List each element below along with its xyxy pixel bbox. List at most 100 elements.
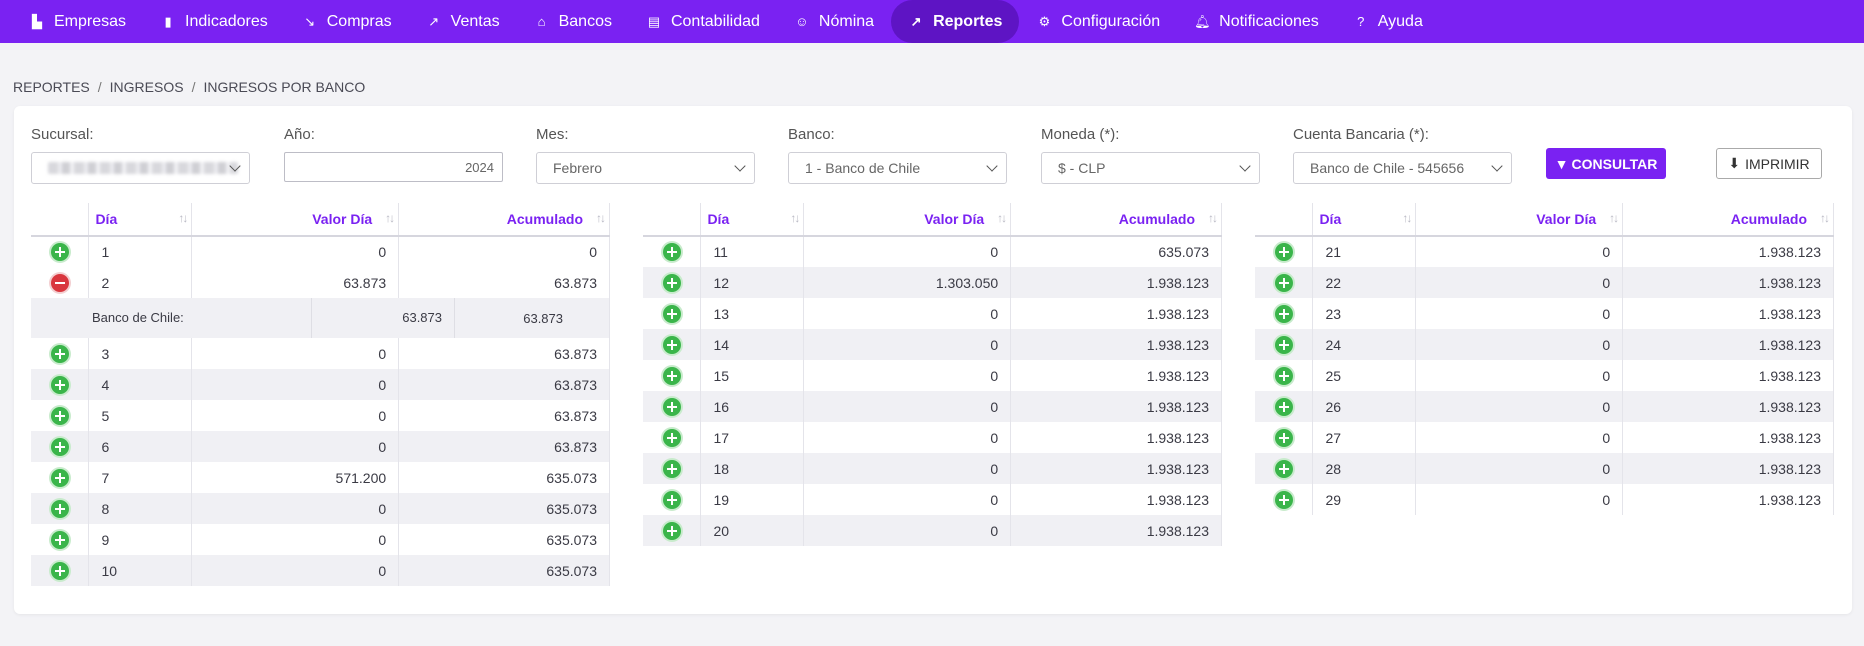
- dia-cell: 16: [700, 391, 805, 422]
- expand-plus-icon[interactable]: [50, 499, 69, 518]
- table-row: 9 0 635.073: [31, 524, 610, 555]
- acumulado-column-header[interactable]: Acumulado ↑↓: [1010, 203, 1222, 237]
- consultar-button[interactable]: ▼ CONSULTAR: [1546, 148, 1666, 179]
- nav-ventas[interactable]: ↗ Ventas: [409, 0, 517, 43]
- acum-cell: 1.938.123: [1010, 298, 1222, 329]
- sort-icon: ↑↓: [1402, 211, 1412, 225]
- collapse-minus-icon[interactable]: [50, 273, 69, 292]
- nav-label: Nómina: [818, 12, 875, 30]
- moneda-value: $ - CLP: [1058, 160, 1106, 176]
- expand-plus-icon[interactable]: [662, 335, 681, 354]
- expand-plus-icon[interactable]: [1274, 335, 1293, 354]
- dia-cell: 17: [700, 422, 805, 453]
- acum-cell: 1.938.123: [1010, 360, 1222, 391]
- dia-cell: 9: [88, 524, 193, 555]
- expand-plus-icon[interactable]: [50, 437, 69, 456]
- nav-compras[interactable]: ↘ Compras: [285, 0, 409, 43]
- expand-plus-icon[interactable]: [662, 273, 681, 292]
- nav-nomina[interactable]: ☺ Nómina: [777, 0, 891, 43]
- dia-cell: 24: [1312, 329, 1417, 360]
- valor-cell: 0: [191, 555, 400, 586]
- cuenta-select[interactable]: Banco de Chile - 545656: [1293, 152, 1512, 184]
- nav-label: Compras: [326, 12, 392, 30]
- anio-input[interactable]: [284, 152, 503, 182]
- expand-plus-icon[interactable]: [1274, 304, 1293, 323]
- acum-cell: 1.938.123: [1622, 298, 1834, 329]
- banco-value: 1 - Banco de Chile: [805, 160, 921, 176]
- nav-indicadores[interactable]: ▮ Indicadores: [143, 0, 285, 43]
- cuenta-value: Banco de Chile - 545656: [1310, 160, 1465, 176]
- valor-column-header[interactable]: Valor Día ↑↓: [1415, 203, 1624, 237]
- dia-cell: 3: [88, 338, 193, 369]
- valor-column-header[interactable]: Valor Día ↑↓: [191, 203, 400, 237]
- nav-label: Ayuda: [1377, 12, 1423, 30]
- acumulado-column-header[interactable]: Acumulado ↑↓: [1622, 203, 1834, 237]
- table-row: 19 0 1.938.123: [643, 484, 1222, 515]
- dia-column-header[interactable]: Día ↑↓: [1312, 203, 1417, 237]
- nav-reportes[interactable]: ↗ Reportes: [891, 0, 1020, 43]
- valor-cell: 0: [191, 493, 400, 524]
- mes-select[interactable]: Febrero: [536, 152, 755, 184]
- expand-plus-icon[interactable]: [1274, 459, 1293, 478]
- expand-plus-icon[interactable]: [50, 530, 69, 549]
- table-row: 10 0 635.073: [31, 555, 610, 586]
- valor-cell: 0: [1415, 236, 1624, 267]
- expand-plus-icon[interactable]: [662, 243, 681, 262]
- dia-column-header[interactable]: Día ↑↓: [700, 203, 805, 237]
- valor-cell: 0: [191, 338, 400, 369]
- expand-plus-icon[interactable]: [662, 459, 681, 478]
- expand-plus-icon[interactable]: [50, 243, 69, 262]
- banco-select[interactable]: 1 - Banco de Chile: [788, 152, 1007, 184]
- valor-cell: 0: [1415, 267, 1624, 298]
- table-row: 4 0 63.873: [31, 369, 610, 400]
- expand-plus-icon[interactable]: [1274, 428, 1293, 447]
- expand-plus-icon[interactable]: [50, 406, 69, 425]
- table-row: 14 0 1.938.123: [643, 329, 1222, 360]
- table-row: 16 0 1.938.123: [643, 391, 1222, 422]
- nav-contabilidad[interactable]: ▤ Contabilidad: [629, 0, 777, 43]
- expand-plus-icon[interactable]: [662, 521, 681, 540]
- sucursal-select[interactable]: [31, 152, 250, 184]
- nav-ayuda[interactable]: ? Ayuda: [1336, 0, 1440, 43]
- nav-notificaciones[interactable]: 🔔︎ Notificaciones: [1177, 0, 1336, 43]
- table-row: 21 0 1.938.123: [1255, 236, 1834, 267]
- expand-plus-icon[interactable]: [662, 490, 681, 509]
- dia-cell: 22: [1312, 267, 1417, 298]
- valor-cell: 571.200: [191, 462, 400, 493]
- detail-acum: 63.873: [523, 310, 563, 326]
- breadcrumb-ingresos[interactable]: INGRESOS: [109, 79, 184, 95]
- valor-column-header[interactable]: Valor Día ↑↓: [803, 203, 1012, 237]
- expand-plus-icon[interactable]: [1274, 243, 1293, 262]
- bank-icon: ⌂: [537, 13, 546, 29]
- expand-plus-icon[interactable]: [50, 344, 69, 363]
- sort-icon: ↑↓: [790, 211, 800, 225]
- nav-bancos[interactable]: ⌂ Bancos: [517, 0, 629, 43]
- breadcrumb-reportes[interactable]: REPORTES: [13, 79, 90, 95]
- table-row: 12 1.303.050 1.938.123: [643, 267, 1222, 298]
- moneda-select[interactable]: $ - CLP: [1041, 152, 1260, 184]
- acum-cell: 635.073: [398, 555, 610, 586]
- sucursal-label: Sucursal:: [31, 126, 94, 143]
- expand-plus-icon[interactable]: [1274, 273, 1293, 292]
- expand-plus-icon[interactable]: [1274, 366, 1293, 385]
- nav-label: Reportes: [933, 12, 1003, 30]
- expand-plus-icon[interactable]: [662, 428, 681, 447]
- expand-plus-icon[interactable]: [662, 397, 681, 416]
- expand-plus-icon[interactable]: [1274, 490, 1293, 509]
- expand-plus-icon[interactable]: [50, 468, 69, 487]
- imprimir-button[interactable]: ⬇ IMPRIMIR: [1716, 148, 1822, 179]
- table-row: 23 0 1.938.123: [1255, 298, 1834, 329]
- expand-plus-icon[interactable]: [662, 366, 681, 385]
- expand-plus-icon[interactable]: [662, 304, 681, 323]
- chevron-down-icon: [986, 160, 998, 172]
- acum-cell: 1.938.123: [1622, 329, 1834, 360]
- expand-plus-icon[interactable]: [1274, 397, 1293, 416]
- table-row: 25 0 1.938.123: [1255, 360, 1834, 391]
- dia-column-header[interactable]: Día ↑↓: [88, 203, 193, 237]
- report-card: Sucursal: Año: Mes: Febrero Banco: 1 - B…: [14, 106, 1852, 614]
- nav-empresas[interactable]: ▙ Empresas: [12, 0, 143, 43]
- nav-configuracion[interactable]: ⚙ Configuración: [1019, 0, 1177, 43]
- expand-plus-icon[interactable]: [50, 561, 69, 580]
- expand-plus-icon[interactable]: [50, 375, 69, 394]
- acumulado-column-header[interactable]: Acumulado ↑↓: [398, 203, 610, 237]
